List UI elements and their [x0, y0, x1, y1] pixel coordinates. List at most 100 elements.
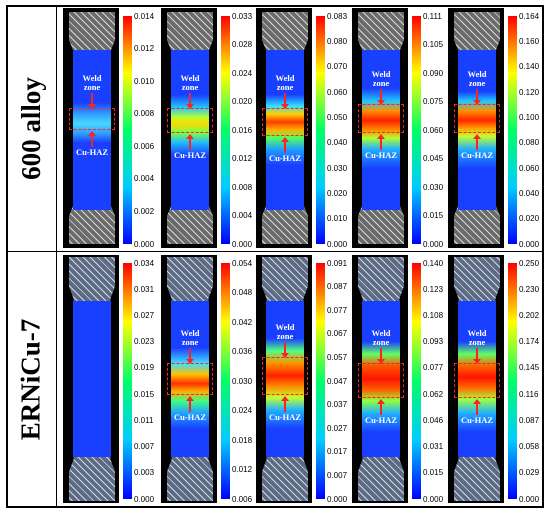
up-arrow-icon [473, 398, 481, 404]
cu-haz-dashed-box [454, 104, 500, 134]
colorbar-tick-label: 0.000 [423, 239, 444, 249]
cu-haz-label: Cu-HAZ [173, 411, 207, 422]
colorbar-tick-label: 0.008 [232, 182, 253, 192]
colorbar-tick-label: 0.040 [519, 188, 540, 198]
colorbar [412, 16, 421, 244]
row-label-text: ERNiCu-7 [15, 318, 46, 441]
down-arrow-icon [380, 348, 382, 361]
strain-field [171, 301, 209, 457]
dic-panel: Weld zone Cu-HAZ 0.083 0.080 0.070 0.060 0.050 0… [256, 8, 348, 249]
colorbar-tick-label: 0.057 [327, 352, 348, 362]
down-arrow-icon [377, 359, 385, 365]
up-arrow-icon [186, 395, 194, 401]
dic-panel: Weld zone Cu-HAZ 0.054 0.048 0.042 0.036 0.030 0… [161, 255, 253, 504]
weld-zone-label: Weld [275, 72, 295, 83]
up-arrow-icon [377, 134, 385, 140]
strain-field [266, 50, 304, 210]
colorbar-tick-label: 0.108 [423, 310, 444, 320]
cu-haz-label: Cu-HAZ [268, 411, 302, 422]
down-arrow-icon [380, 89, 382, 102]
colorbar-tick-label: 0.087 [327, 282, 348, 292]
down-arrow-icon [281, 103, 289, 109]
colorbar-tick-label: 0.012 [232, 465, 253, 474]
colorbar-tick-label: 0.011 [134, 415, 154, 425]
colorbar-tick-label: 0.000 [134, 494, 155, 504]
colorbar-tick-label: 0.024 [232, 406, 253, 415]
colorbar-tick-label: 0.048 [232, 288, 253, 297]
colorbar-tick-label: 0.046 [423, 415, 444, 425]
up-arrow-icon [189, 138, 191, 151]
colorbar-tick-label: 0.000 [134, 239, 155, 249]
row-label-ernicu-7: ERNiCu-7 [6, 251, 56, 508]
colorbar-tick-label: 0.008 [134, 109, 155, 119]
cu-haz-label: Cu-HAZ [460, 414, 494, 425]
colorbar-tick-label: 0.012 [232, 154, 253, 163]
colorbar [412, 263, 421, 499]
figure-frame [6, 5, 544, 508]
strain-field [73, 301, 111, 457]
weld-zone-label: zone [181, 81, 199, 92]
weld-zone-label: Weld [371, 69, 391, 80]
colorbar-tick-label: 0.000 [519, 239, 540, 249]
colorbar-tick-label: 0.030 [232, 376, 253, 386]
dic-panel: Weld zone Cu-HAZ 0.033 0.028 0.024 0.020 0.016 0… [161, 8, 253, 249]
colorbar-tick-label: 0.027 [134, 310, 155, 320]
strain-field [362, 301, 400, 457]
colorbar-tick-label: 0.164 [519, 11, 540, 21]
colorbar-tick-label: 0.075 [423, 97, 444, 106]
colorbar-tick-label: 0.050 [327, 112, 348, 122]
down-arrow-icon [186, 103, 194, 109]
up-arrow-icon [281, 395, 289, 401]
colorbar-tick-label: 0.040 [327, 138, 348, 148]
colorbar-tick-label: 0.015 [423, 211, 444, 220]
colorbar-tick-label: 0.123 [423, 284, 444, 294]
colorbar-tick-label: 0.015 [423, 468, 444, 478]
up-arrow-icon [284, 141, 286, 154]
up-arrow-icon [476, 402, 478, 415]
colorbar-tick-label: 0.017 [327, 447, 348, 457]
colorbar-tick-label: 0.058 [519, 442, 540, 452]
colorbar [123, 263, 132, 499]
dic-panel: Weld zone Cu-HAZ 0.164 0.160 0.140 0.120 0.100 0… [448, 8, 540, 249]
colorbar-tick-label: 0.174 [519, 337, 540, 347]
colorbar-tick-label: 0.140 [423, 258, 444, 268]
colorbar [316, 263, 325, 499]
colorbar-tick-label: 0.093 [423, 337, 444, 347]
up-arrow-icon [284, 399, 286, 412]
colorbar [508, 263, 517, 499]
strain-field [362, 50, 400, 210]
colorbar-tick-label: 0.004 [134, 174, 155, 184]
colorbar-tick-label: 0.105 [423, 40, 444, 49]
row-divider [6, 251, 544, 252]
colorbar-tick-label: 0.024 [232, 68, 253, 78]
colorbar-tick-label: 0.091 [327, 258, 348, 268]
cu-haz-dashed-box [69, 107, 115, 130]
cu-haz-dashed-box [454, 363, 500, 398]
up-arrow-icon [380, 402, 382, 415]
down-arrow-icon [91, 92, 93, 105]
cu-haz-label: Cu-HAZ [75, 147, 109, 157]
weld-zone-label: Weld [467, 328, 487, 339]
strain-field [73, 50, 111, 210]
cu-haz-dashed-box [262, 107, 308, 137]
dic-panel: Weld zone Cu-HAZ 0.111 0.105 0.090 0.075 0.060 0… [352, 8, 444, 249]
cu-haz-dashed-box [358, 104, 404, 134]
cu-haz-dashed-box [358, 363, 404, 398]
weld-zone-label: zone [276, 81, 294, 92]
colorbar-tick-label: 0.090 [423, 68, 444, 78]
weld-zone-label: zone [468, 337, 486, 348]
weld-zone-label: Weld [371, 328, 391, 339]
row-label-text: 600 alloy [15, 76, 46, 180]
colorbar-tick-label: 0.087 [519, 415, 540, 425]
weld-zone-label: zone [372, 337, 390, 348]
colorbar [508, 16, 517, 244]
colorbar-tick-label: 0.062 [423, 389, 444, 399]
colorbar-tick-label: 0.012 [134, 44, 155, 54]
strain-field [266, 301, 304, 457]
up-arrow-icon [377, 398, 385, 404]
colorbar-tick-label: 0.160 [519, 36, 540, 46]
down-arrow-icon [476, 348, 478, 361]
colorbar [316, 16, 325, 244]
dic-panel: Weld zone Cu-HAZ 0.091 0.087 0.077 0.067 0.057 0… [256, 255, 348, 504]
cu-haz-label: Cu-HAZ [173, 150, 207, 161]
